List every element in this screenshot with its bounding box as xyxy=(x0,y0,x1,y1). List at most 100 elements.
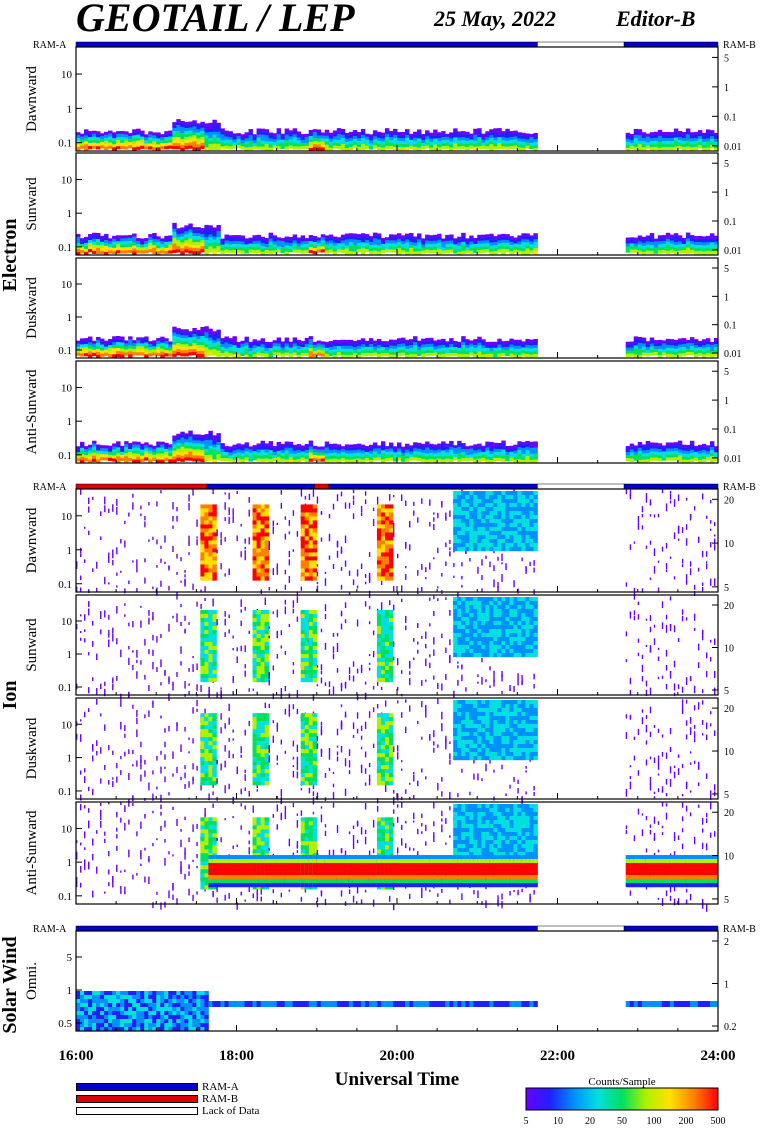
spectro-cell xyxy=(252,560,257,565)
spectro-cell xyxy=(104,343,109,347)
spectro-cell xyxy=(156,340,161,345)
spectro-cell xyxy=(625,246,631,250)
spectro-cell xyxy=(364,142,370,146)
spectro-cell xyxy=(116,351,121,355)
spectro-cell xyxy=(677,350,683,354)
spectro-cell xyxy=(425,347,430,351)
spectro-cell xyxy=(364,234,370,238)
spectro-cell xyxy=(148,137,153,141)
spectro-cell xyxy=(425,577,427,580)
spectro-cell xyxy=(409,235,414,240)
spectro-cell xyxy=(176,328,181,332)
spectro-cell xyxy=(272,241,278,245)
spectro-cell xyxy=(176,553,178,559)
spectro-cell xyxy=(513,249,518,253)
spectro-cell xyxy=(180,335,185,339)
spectro-cell xyxy=(364,249,370,253)
spectro-cell xyxy=(264,350,269,355)
spectro-cell xyxy=(256,458,261,462)
spectro-cell xyxy=(681,350,687,354)
spectro-cell xyxy=(204,135,209,139)
spectro-cell xyxy=(100,344,105,348)
spectro-cell xyxy=(176,334,181,338)
spectro-cell xyxy=(196,341,201,346)
spectro-cell xyxy=(156,447,161,451)
spectro-cell xyxy=(473,459,478,463)
spectro-cell xyxy=(709,450,715,454)
spectro-cell xyxy=(148,134,153,138)
spectro-cell xyxy=(132,135,137,139)
spectro-cell xyxy=(208,337,213,341)
spectro-cell xyxy=(392,342,398,346)
spectro-cell xyxy=(641,444,647,448)
spectro-cell xyxy=(356,455,362,459)
spectro-cell xyxy=(196,353,201,358)
spectro-cell xyxy=(384,131,390,135)
spectro-cell xyxy=(96,235,101,240)
spectro-cell xyxy=(477,491,482,496)
spectro-cell xyxy=(176,436,181,440)
spectro-cell xyxy=(264,552,269,557)
y-tick-label: 1 xyxy=(67,208,73,220)
spectro-cell xyxy=(208,128,213,133)
spectro-cell xyxy=(320,446,326,450)
spectro-cell xyxy=(264,512,269,517)
spectro-cell xyxy=(244,445,249,449)
spectro-cell xyxy=(497,347,502,351)
spectro-cell xyxy=(525,446,530,451)
spectro-cell xyxy=(473,495,478,500)
spectro-cell xyxy=(461,455,466,459)
spectro-cell xyxy=(112,458,117,462)
spectro-cell xyxy=(256,536,261,541)
spectro-cell xyxy=(196,338,201,343)
spectro-cell xyxy=(84,344,89,348)
spectro-cell xyxy=(212,227,217,231)
spectro-cell xyxy=(673,140,679,144)
spectro-cell xyxy=(364,349,370,354)
spectro-cell xyxy=(457,515,462,520)
spectro-cell xyxy=(180,227,185,231)
spectro-cell xyxy=(148,246,153,250)
spectro-cell xyxy=(260,666,265,671)
spectro-cell xyxy=(204,642,209,647)
spectro-cell xyxy=(388,504,394,509)
spectro-cell xyxy=(485,555,487,559)
spectro-cell xyxy=(300,489,303,497)
spectro-cell xyxy=(108,342,113,346)
spectro-cell xyxy=(649,141,655,145)
spectro-cell xyxy=(489,353,494,357)
spectro-cell xyxy=(228,458,233,462)
spectro-cell xyxy=(641,141,647,145)
spectro-cell xyxy=(372,142,378,146)
spectro-cell xyxy=(461,535,466,540)
spectro-cell xyxy=(384,548,390,553)
spectro-cell xyxy=(276,340,282,344)
spectro-cell xyxy=(368,447,374,452)
spectro-cell xyxy=(128,145,133,149)
spectro-cell xyxy=(409,520,411,528)
spectro-cell xyxy=(252,520,257,525)
spectro-cell xyxy=(128,244,133,248)
spectro-cell xyxy=(376,520,382,525)
spectro-cell xyxy=(332,443,338,447)
spectro-cell xyxy=(256,349,261,353)
spectro-cell xyxy=(529,444,534,448)
spectro-cell xyxy=(489,507,494,512)
spectro-cell xyxy=(352,350,358,354)
spectro-cell xyxy=(280,133,286,137)
spectro-cell xyxy=(180,603,182,608)
spectro-cell xyxy=(212,438,217,442)
spectro-cell xyxy=(461,562,463,567)
spectro-cell xyxy=(465,455,470,459)
spectro-cell xyxy=(136,459,141,463)
spectro-cell xyxy=(501,543,506,548)
spectro-cell xyxy=(244,241,249,245)
spectro-cell xyxy=(184,439,189,443)
spectro-cell xyxy=(172,332,177,336)
spectro-cell xyxy=(425,353,430,357)
spectro-cell xyxy=(256,662,261,667)
spectro-cell xyxy=(469,238,474,242)
spectro-cell xyxy=(204,572,209,577)
spectro-cell xyxy=(248,141,253,145)
spectro-cell xyxy=(665,232,671,237)
